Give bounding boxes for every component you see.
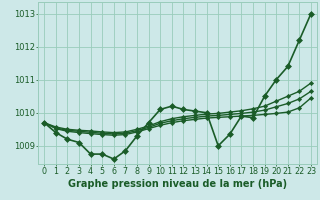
X-axis label: Graphe pression niveau de la mer (hPa): Graphe pression niveau de la mer (hPa) (68, 179, 287, 189)
